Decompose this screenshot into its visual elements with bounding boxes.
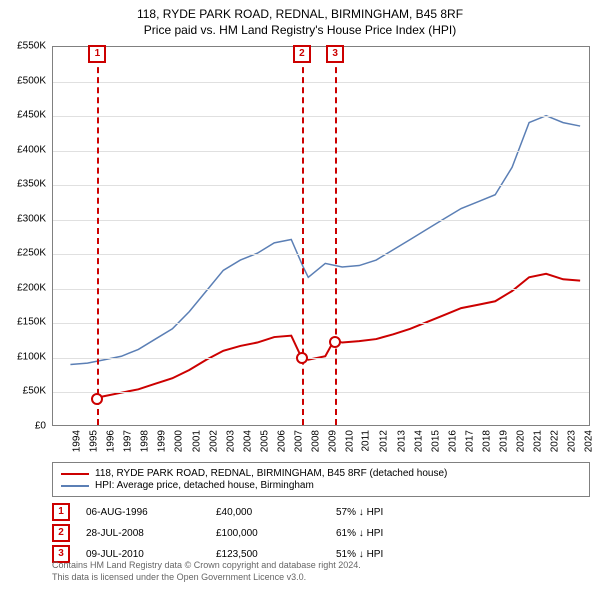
x-tick-label: 2019 <box>498 430 509 452</box>
y-tick-label: £450K <box>17 110 46 121</box>
plot-region: 1 23 <box>52 46 590 426</box>
gridline <box>53 254 589 255</box>
transaction-pct: 51% ↓ HPI <box>336 549 456 560</box>
marker-box-2: 2 <box>293 45 311 63</box>
transaction-marker: 1 <box>52 503 70 521</box>
marker-line-1 <box>97 47 99 425</box>
marker-line-2 <box>302 47 304 425</box>
transaction-date: 09-JUL-2010 <box>86 549 216 560</box>
transaction-row: 2 28-JUL-2008£100,00061% ↓ HPI <box>52 524 590 542</box>
legend-row: HPI: Average price, detached house, Birm… <box>61 480 581 491</box>
x-tick-label: 2010 <box>345 430 356 452</box>
legend-swatch <box>61 485 89 487</box>
gridline <box>53 116 589 117</box>
y-tick-label: £200K <box>17 282 46 293</box>
y-tick-label: £350K <box>17 179 46 190</box>
x-tick-label: 2008 <box>310 430 321 452</box>
x-tick-label: 2023 <box>567 430 578 452</box>
y-tick-label: £400K <box>17 144 46 155</box>
transaction-date: 06-AUG-1996 <box>86 507 216 518</box>
marker-dot-1 <box>91 393 103 405</box>
x-tick-label: 2013 <box>396 430 407 452</box>
legend-row: 118, RYDE PARK ROAD, REDNAL, BIRMINGHAM,… <box>61 468 581 479</box>
y-tick-label: £50K <box>23 386 46 397</box>
gridline <box>53 392 589 393</box>
transaction-row: 1 06-AUG-1996£40,00057% ↓ HPI <box>52 503 590 521</box>
legend-label: HPI: Average price, detached house, Birm… <box>95 480 314 491</box>
x-tick-label: 2018 <box>481 430 492 452</box>
x-tick-label: 2005 <box>259 430 270 452</box>
x-tick-label: 2006 <box>276 430 287 452</box>
x-tick-label: 2003 <box>225 430 236 452</box>
y-tick-label: £0 <box>35 421 46 432</box>
chart-title-line2: Price paid vs. HM Land Registry's House … <box>0 23 600 41</box>
gridline <box>53 185 589 186</box>
x-tick-label: 2012 <box>379 430 390 452</box>
x-tick-label: 1999 <box>157 430 168 452</box>
x-tick-label: 2024 <box>584 430 595 452</box>
line-series-svg <box>53 47 589 425</box>
legend-swatch <box>61 473 89 475</box>
y-tick-label: £150K <box>17 317 46 328</box>
x-tick-label: 2021 <box>532 430 543 452</box>
series-hpi <box>70 116 580 365</box>
x-tick-label: 2020 <box>515 430 526 452</box>
marker-box-3: 3 <box>326 45 344 63</box>
gridline <box>53 289 589 290</box>
transaction-pct: 57% ↓ HPI <box>336 507 456 518</box>
footer-line1: Contains HM Land Registry data © Crown c… <box>52 560 590 572</box>
y-tick-label: £300K <box>17 213 46 224</box>
x-tick-label: 2017 <box>464 430 475 452</box>
y-tick-label: £100K <box>17 351 46 362</box>
x-tick-label: 2007 <box>293 430 304 452</box>
transaction-date: 28-JUL-2008 <box>86 528 216 539</box>
legend: 118, RYDE PARK ROAD, REDNAL, BIRMINGHAM,… <box>52 462 590 497</box>
transaction-price: £40,000 <box>216 507 336 518</box>
x-tick-label: 2022 <box>549 430 560 452</box>
x-tick-label: 2015 <box>430 430 441 452</box>
x-tick-label: 1998 <box>140 430 151 452</box>
gridline <box>53 358 589 359</box>
x-tick-label: 1996 <box>105 430 116 452</box>
chart-container: 118, RYDE PARK ROAD, REDNAL, BIRMINGHAM,… <box>0 0 600 590</box>
y-tick-label: £500K <box>17 75 46 86</box>
transaction-marker: 2 <box>52 524 70 542</box>
transactions-table: 1 06-AUG-1996£40,00057% ↓ HPI 2 28-JUL-2008… <box>52 500 590 566</box>
gridline <box>53 82 589 83</box>
x-tick-label: 2004 <box>242 430 253 452</box>
gridline <box>53 220 589 221</box>
x-tick-label: 2016 <box>447 430 458 452</box>
x-tick-label: 2011 <box>361 430 372 452</box>
x-tick-label: 1994 <box>71 430 82 452</box>
y-tick-label: £250K <box>17 248 46 259</box>
transaction-price: £123,500 <box>216 549 336 560</box>
chart-area: 123 £0£50K£100K£150K£200K£250K£300K£350K… <box>52 46 590 426</box>
marker-dot-3 <box>329 336 341 348</box>
footer-attribution: Contains HM Land Registry data © Crown c… <box>52 560 590 583</box>
marker-line-3 <box>335 47 337 425</box>
marker-box-1: 1 <box>88 45 106 63</box>
x-tick-label: 2014 <box>413 430 424 452</box>
marker-dot-2 <box>296 352 308 364</box>
series-price_paid <box>98 274 581 398</box>
x-tick-label: 2009 <box>327 430 338 452</box>
x-tick-label: 2001 <box>191 430 202 452</box>
transaction-price: £100,000 <box>216 528 336 539</box>
chart-title-line1: 118, RYDE PARK ROAD, REDNAL, BIRMINGHAM,… <box>0 0 600 23</box>
gridline <box>53 323 589 324</box>
x-tick-label: 1997 <box>122 430 133 452</box>
y-tick-label: £550K <box>17 41 46 52</box>
x-tick-label: 2000 <box>174 430 185 452</box>
gridline <box>53 151 589 152</box>
footer-line2: This data is licensed under the Open Gov… <box>52 572 590 584</box>
x-tick-label: 1995 <box>88 430 99 452</box>
legend-label: 118, RYDE PARK ROAD, REDNAL, BIRMINGHAM,… <box>95 468 447 479</box>
x-tick-label: 2002 <box>208 430 219 452</box>
transaction-pct: 61% ↓ HPI <box>336 528 456 539</box>
